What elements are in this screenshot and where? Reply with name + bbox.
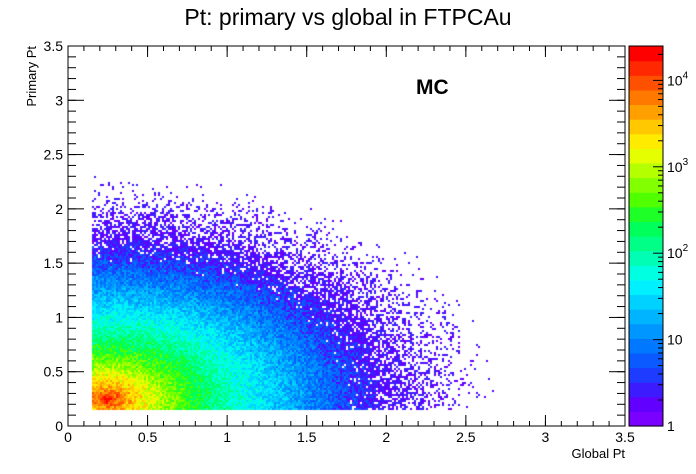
color-scale-tick-label: 10 bbox=[667, 332, 683, 348]
x-tick-label: 2 bbox=[382, 429, 390, 445]
color-scale-swatch bbox=[629, 46, 663, 62]
color-scale-swatch bbox=[629, 382, 663, 398]
color-scale-tick-label: 104 bbox=[667, 70, 689, 88]
color-scale-swatch bbox=[629, 177, 663, 193]
color-scale-swatch bbox=[629, 236, 663, 252]
color-scale-swatch bbox=[629, 396, 663, 412]
y-tick-label: 2 bbox=[55, 201, 63, 217]
x-tick-label: 3.5 bbox=[615, 429, 635, 445]
x-axis-label: Global Pt bbox=[572, 446, 626, 461]
color-scale-swatch bbox=[629, 162, 663, 179]
color-scale-swatch bbox=[629, 75, 663, 91]
color-scale-swatch bbox=[629, 148, 663, 164]
color-scale-tick-label: 1 bbox=[667, 418, 675, 434]
color-scale-swatch bbox=[629, 89, 663, 106]
color-scale-swatch bbox=[629, 338, 663, 354]
x-tick-label: 0 bbox=[64, 429, 72, 445]
y-tick-label: 3.5 bbox=[44, 38, 64, 54]
x-axis: 0 0.5 1 1.5 2 2.5 3 3.5 bbox=[64, 46, 635, 445]
color-scale-swatch bbox=[629, 133, 663, 149]
color-scale-swatch bbox=[629, 119, 663, 135]
color-scale-swatch bbox=[629, 411, 663, 427]
color-scale-swatch bbox=[629, 367, 663, 383]
color-scale-swatch bbox=[629, 279, 663, 296]
y-tick-label: 1 bbox=[55, 309, 63, 325]
y-axis-label: Primary Pt bbox=[24, 46, 39, 107]
x-tick-label: 3 bbox=[542, 429, 550, 445]
color-scale-swatch bbox=[629, 265, 663, 281]
color-scale-tick-label: 103 bbox=[667, 157, 689, 175]
plot-area bbox=[68, 46, 625, 426]
color-scale-swatch bbox=[629, 192, 663, 208]
x-tick-label: 1 bbox=[223, 429, 231, 445]
color-scale-swatch bbox=[629, 104, 663, 120]
y-tick-label: 3 bbox=[55, 92, 63, 108]
y-tick-label: 0 bbox=[55, 418, 63, 434]
heatmap-cells bbox=[68, 46, 625, 426]
x-tick-label: 2.5 bbox=[456, 429, 476, 445]
color-scale-swatch bbox=[629, 323, 663, 339]
color-scale-swatch bbox=[629, 221, 663, 237]
color-scale-swatch bbox=[629, 60, 663, 76]
y-tick-label: 2.5 bbox=[44, 147, 64, 163]
x-tick-label: 0.5 bbox=[138, 429, 158, 445]
color-scale-swatch bbox=[629, 352, 663, 369]
x-tick-label: 1.5 bbox=[297, 429, 317, 445]
plot-frame bbox=[67, 45, 626, 427]
y-axis: 0 0.5 1 1.5 2 2.5 3 3.5 bbox=[44, 38, 625, 434]
color-scale-swatch bbox=[629, 294, 663, 310]
color-scale-swatch bbox=[629, 206, 663, 222]
annotation-label: MC bbox=[416, 76, 449, 99]
color-scale-tick-label: 102 bbox=[667, 243, 689, 261]
y-tick-label: 1.5 bbox=[44, 255, 64, 271]
color-scale-swatch bbox=[629, 250, 663, 266]
color-scale-frame bbox=[628, 45, 664, 427]
y-tick-label: 0.5 bbox=[44, 364, 64, 380]
chart-title: Pt: primary vs global in FTPCAu bbox=[184, 4, 512, 30]
color-scale-bar: 1 10 102 103 104 bbox=[628, 45, 689, 434]
color-scale-swatch bbox=[629, 309, 663, 325]
